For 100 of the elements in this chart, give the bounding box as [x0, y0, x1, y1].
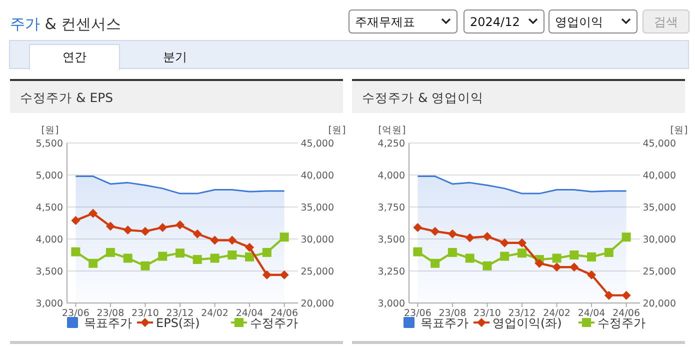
- point: [158, 252, 168, 261]
- x-tick-label: 23/06: [62, 308, 90, 319]
- legend-label: 수정주가: [250, 316, 298, 330]
- y-tick-label: 5,500: [36, 138, 63, 150]
- point: [604, 248, 614, 257]
- y-axis-title: [원]: [41, 125, 59, 136]
- point: [518, 248, 526, 258]
- text: 영업이익: [555, 15, 603, 29]
- point: [88, 258, 98, 268]
- point: [465, 254, 474, 263]
- point: [280, 270, 289, 280]
- point: [552, 262, 562, 272]
- y-tick-label: 3,750: [378, 202, 405, 214]
- y2-tick-label: 40,000: [642, 170, 676, 182]
- point: [552, 254, 562, 263]
- point: [71, 247, 80, 256]
- text: 검색: [654, 15, 678, 29]
- text: 주재무제표: [355, 15, 415, 29]
- point: [262, 270, 272, 280]
- y2-tick-label: 35,000: [642, 202, 676, 214]
- point: [228, 250, 237, 260]
- x-tick-label: 24/06: [612, 308, 640, 319]
- y2-tick-label: 40,000: [300, 170, 334, 182]
- point: [570, 250, 579, 260]
- y-tick-label: 4,500: [36, 202, 63, 214]
- text: 연간: [62, 50, 86, 64]
- y2-tick-label: 45,000: [300, 138, 334, 150]
- y-tick-label: 4,250: [378, 138, 405, 150]
- y-tick-label: 3,000: [378, 298, 405, 310]
- chart-title: 수정주가 & 영업이익: [362, 90, 484, 105]
- x-tick-label: 23/06: [404, 308, 432, 319]
- point: [587, 270, 596, 280]
- point: [106, 222, 115, 231]
- point: [245, 242, 254, 252]
- point: [518, 238, 526, 248]
- point: [587, 252, 596, 262]
- x-tick-label: 24/06: [270, 308, 298, 319]
- x-tick-label: 23/08: [438, 308, 466, 319]
- point: [71, 216, 80, 225]
- x-tick-label: 24/02: [543, 308, 570, 319]
- point: [430, 226, 440, 236]
- y2-tick-label: 30,000: [300, 234, 334, 246]
- point: [500, 252, 510, 261]
- y-tick-label: 3,250: [378, 266, 405, 278]
- legend-label: 영업이익(좌): [492, 316, 562, 330]
- point: [140, 261, 150, 270]
- y-tick-label: 4,000: [36, 234, 63, 246]
- legend-label: 목표주가: [84, 316, 132, 330]
- y-tick-label: 3,500: [36, 266, 63, 278]
- point: [448, 248, 457, 257]
- point: [123, 254, 132, 263]
- point: [88, 208, 98, 218]
- point: [123, 226, 132, 235]
- point: [413, 247, 422, 256]
- point: [413, 222, 422, 232]
- point: [262, 248, 272, 257]
- y2-tick-label: 35,000: [300, 202, 334, 214]
- text: 주가 & 컨센서스: [10, 15, 122, 33]
- y2-tick-label: 25,000: [642, 266, 676, 278]
- point: [622, 232, 631, 242]
- y2-axis-title: [원]: [670, 125, 688, 136]
- y-tick-label: 3,500: [378, 234, 405, 246]
- y2-tick-label: 30,000: [642, 234, 676, 246]
- x-tick-label: 23/12: [166, 308, 194, 319]
- point: [482, 232, 492, 241]
- x-tick-label: 23/10: [474, 308, 501, 319]
- text: 2024/12: [470, 15, 520, 29]
- x-tick-label: 24/04: [236, 308, 264, 319]
- x-tick-label: 23/12: [508, 308, 536, 319]
- point: [245, 252, 254, 262]
- y-axis-title: [억원]: [378, 125, 406, 136]
- y2-tick-label: 25,000: [300, 266, 334, 278]
- point: [210, 236, 220, 245]
- point: [106, 248, 115, 257]
- point: [430, 258, 440, 268]
- x-tick-label: 24/04: [578, 308, 606, 319]
- y-tick-label: 5,000: [36, 170, 63, 182]
- point: [604, 290, 614, 300]
- point: [448, 229, 457, 238]
- point: [176, 220, 184, 230]
- y2-tick-label: 20,000: [642, 298, 676, 310]
- x-tick-label: 24/02: [201, 308, 228, 319]
- y-tick-label: 3,000: [36, 298, 63, 310]
- point: [465, 233, 474, 242]
- chart-title: 수정주가 & EPS: [20, 90, 114, 105]
- y-tick-label: 4,000: [378, 170, 405, 182]
- point: [210, 254, 220, 263]
- point: [158, 222, 168, 232]
- y2-tick-label: 45,000: [642, 138, 676, 150]
- x-tick-label: 23/10: [132, 308, 159, 319]
- y2-tick-label: 20,000: [300, 298, 334, 310]
- point: [570, 262, 579, 272]
- y2-axis-title: [원]: [328, 125, 346, 136]
- point: [140, 226, 150, 236]
- legend-label: EPS(좌): [156, 316, 200, 330]
- point: [534, 258, 544, 268]
- point: [192, 229, 202, 238]
- text: 분기: [163, 50, 187, 64]
- point: [192, 254, 202, 264]
- point: [228, 236, 237, 245]
